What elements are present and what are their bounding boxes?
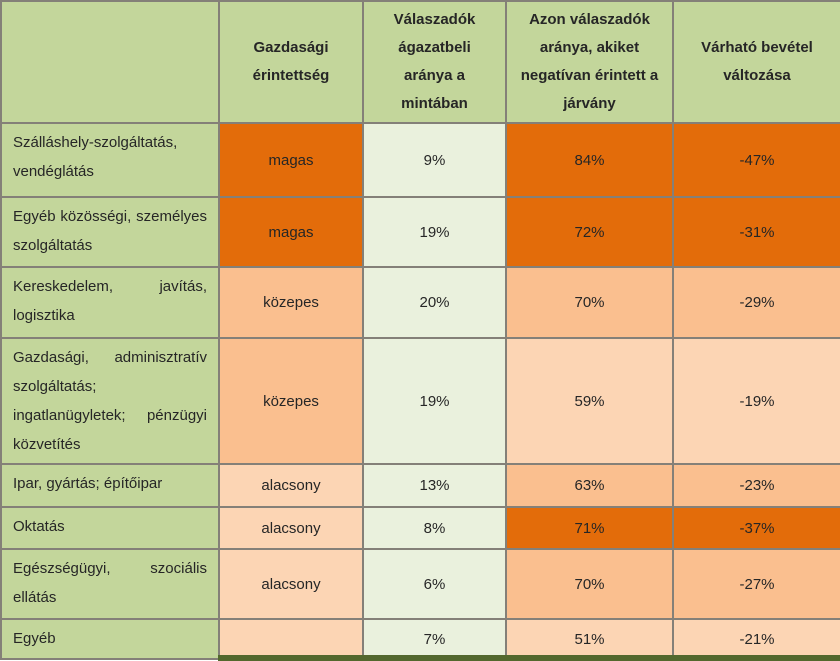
table-body: Szálláshely-szolgáltatás, vendéglátás mag…	[0, 122, 840, 660]
header-row: Gazdasági érintettség Válaszadók ágazatb…	[0, 0, 840, 124]
revenue-change-cell: -47%	[672, 122, 840, 198]
respondent-share-cell: 6%	[362, 548, 507, 620]
negatively-affected-cell: 71%	[505, 506, 674, 550]
economic-impact-cell: magas	[218, 122, 364, 198]
respondent-share-cell: 13%	[362, 463, 507, 508]
sector-label-cell: Oktatás	[0, 506, 220, 550]
negatively-affected-cell: 70%	[505, 266, 674, 339]
sector-label-cell: Gazdasági, adminisztratív szolgáltatás; …	[0, 337, 220, 465]
revenue-change-cell: -23%	[672, 463, 840, 508]
economic-impact-cell: alacsony	[218, 463, 364, 508]
economic-impact-cell: alacsony	[218, 548, 364, 620]
negatively-affected-cell: 72%	[505, 196, 674, 268]
bottom-accent-bar	[218, 655, 840, 661]
header-cell-corner	[0, 0, 220, 124]
revenue-change-cell: -21%	[672, 618, 840, 660]
sector-label-cell: Egyéb	[0, 618, 220, 660]
economic-impact-cell: közepes	[218, 337, 364, 465]
revenue-change-cell: -27%	[672, 548, 840, 620]
revenue-change-cell: -29%	[672, 266, 840, 339]
negatively-affected-cell: 59%	[505, 337, 674, 465]
table-row: Szálláshely-szolgáltatás, vendéglátás mag…	[0, 122, 840, 198]
economic-impact-cell	[218, 618, 364, 660]
revenue-change-cell: -37%	[672, 506, 840, 550]
respondent-share-cell: 19%	[362, 196, 507, 268]
economic-impact-cell: alacsony	[218, 506, 364, 550]
header-cell-economic-impact: Gazdasági érintettség	[218, 0, 364, 124]
table-row: Egyéb 7% 51% -21%	[0, 618, 840, 660]
table-row: Oktatás alacsony 8% 71% -37%	[0, 506, 840, 550]
negatively-affected-cell: 70%	[505, 548, 674, 620]
table-row: Egyéb közösségi, személyes szolgáltatás m…	[0, 196, 840, 268]
economic-impact-cell: közepes	[218, 266, 364, 339]
sector-label-cell: Szálláshely-szolgáltatás, vendéglátás	[0, 122, 220, 198]
negatively-affected-cell: 84%	[505, 122, 674, 198]
respondent-share-cell: 7%	[362, 618, 507, 660]
respondent-share-cell: 9%	[362, 122, 507, 198]
respondent-share-cell: 19%	[362, 337, 507, 465]
header-cell-negatively-affected: Azon válaszadók aránya, akiket negatívan…	[505, 0, 674, 124]
revenue-change-cell: -19%	[672, 337, 840, 465]
table-row: Ipar, gyártás; építőipar alacsony 13% 63% -2…	[0, 463, 840, 508]
respondent-share-cell: 8%	[362, 506, 507, 550]
table-row: Gazdasági, adminisztratív szolgáltatás; …	[0, 337, 840, 465]
header-cell-respondent-share: Válaszadók ágazatbeli aránya a mintában	[362, 0, 507, 124]
table-row: Kereskedelem, javítás, logisztika közepes…	[0, 266, 840, 339]
header-cell-expected-revenue-change: Várható bevétel változása	[672, 0, 840, 124]
revenue-change-cell: -31%	[672, 196, 840, 268]
table-row: Egészségügyi, szociális ellátás alacsony 6…	[0, 548, 840, 620]
sector-label-cell: Kereskedelem, javítás, logisztika	[0, 266, 220, 339]
economic-impact-cell: magas	[218, 196, 364, 268]
negatively-affected-cell: 51%	[505, 618, 674, 660]
sector-label-cell: Egyéb közösségi, személyes szolgáltatás	[0, 196, 220, 268]
sector-label-cell: Egészségügyi, szociális ellátás	[0, 548, 220, 620]
sector-label-cell: Ipar, gyártás; építőipar	[0, 463, 220, 508]
negatively-affected-cell: 63%	[505, 463, 674, 508]
respondent-share-cell: 20%	[362, 266, 507, 339]
